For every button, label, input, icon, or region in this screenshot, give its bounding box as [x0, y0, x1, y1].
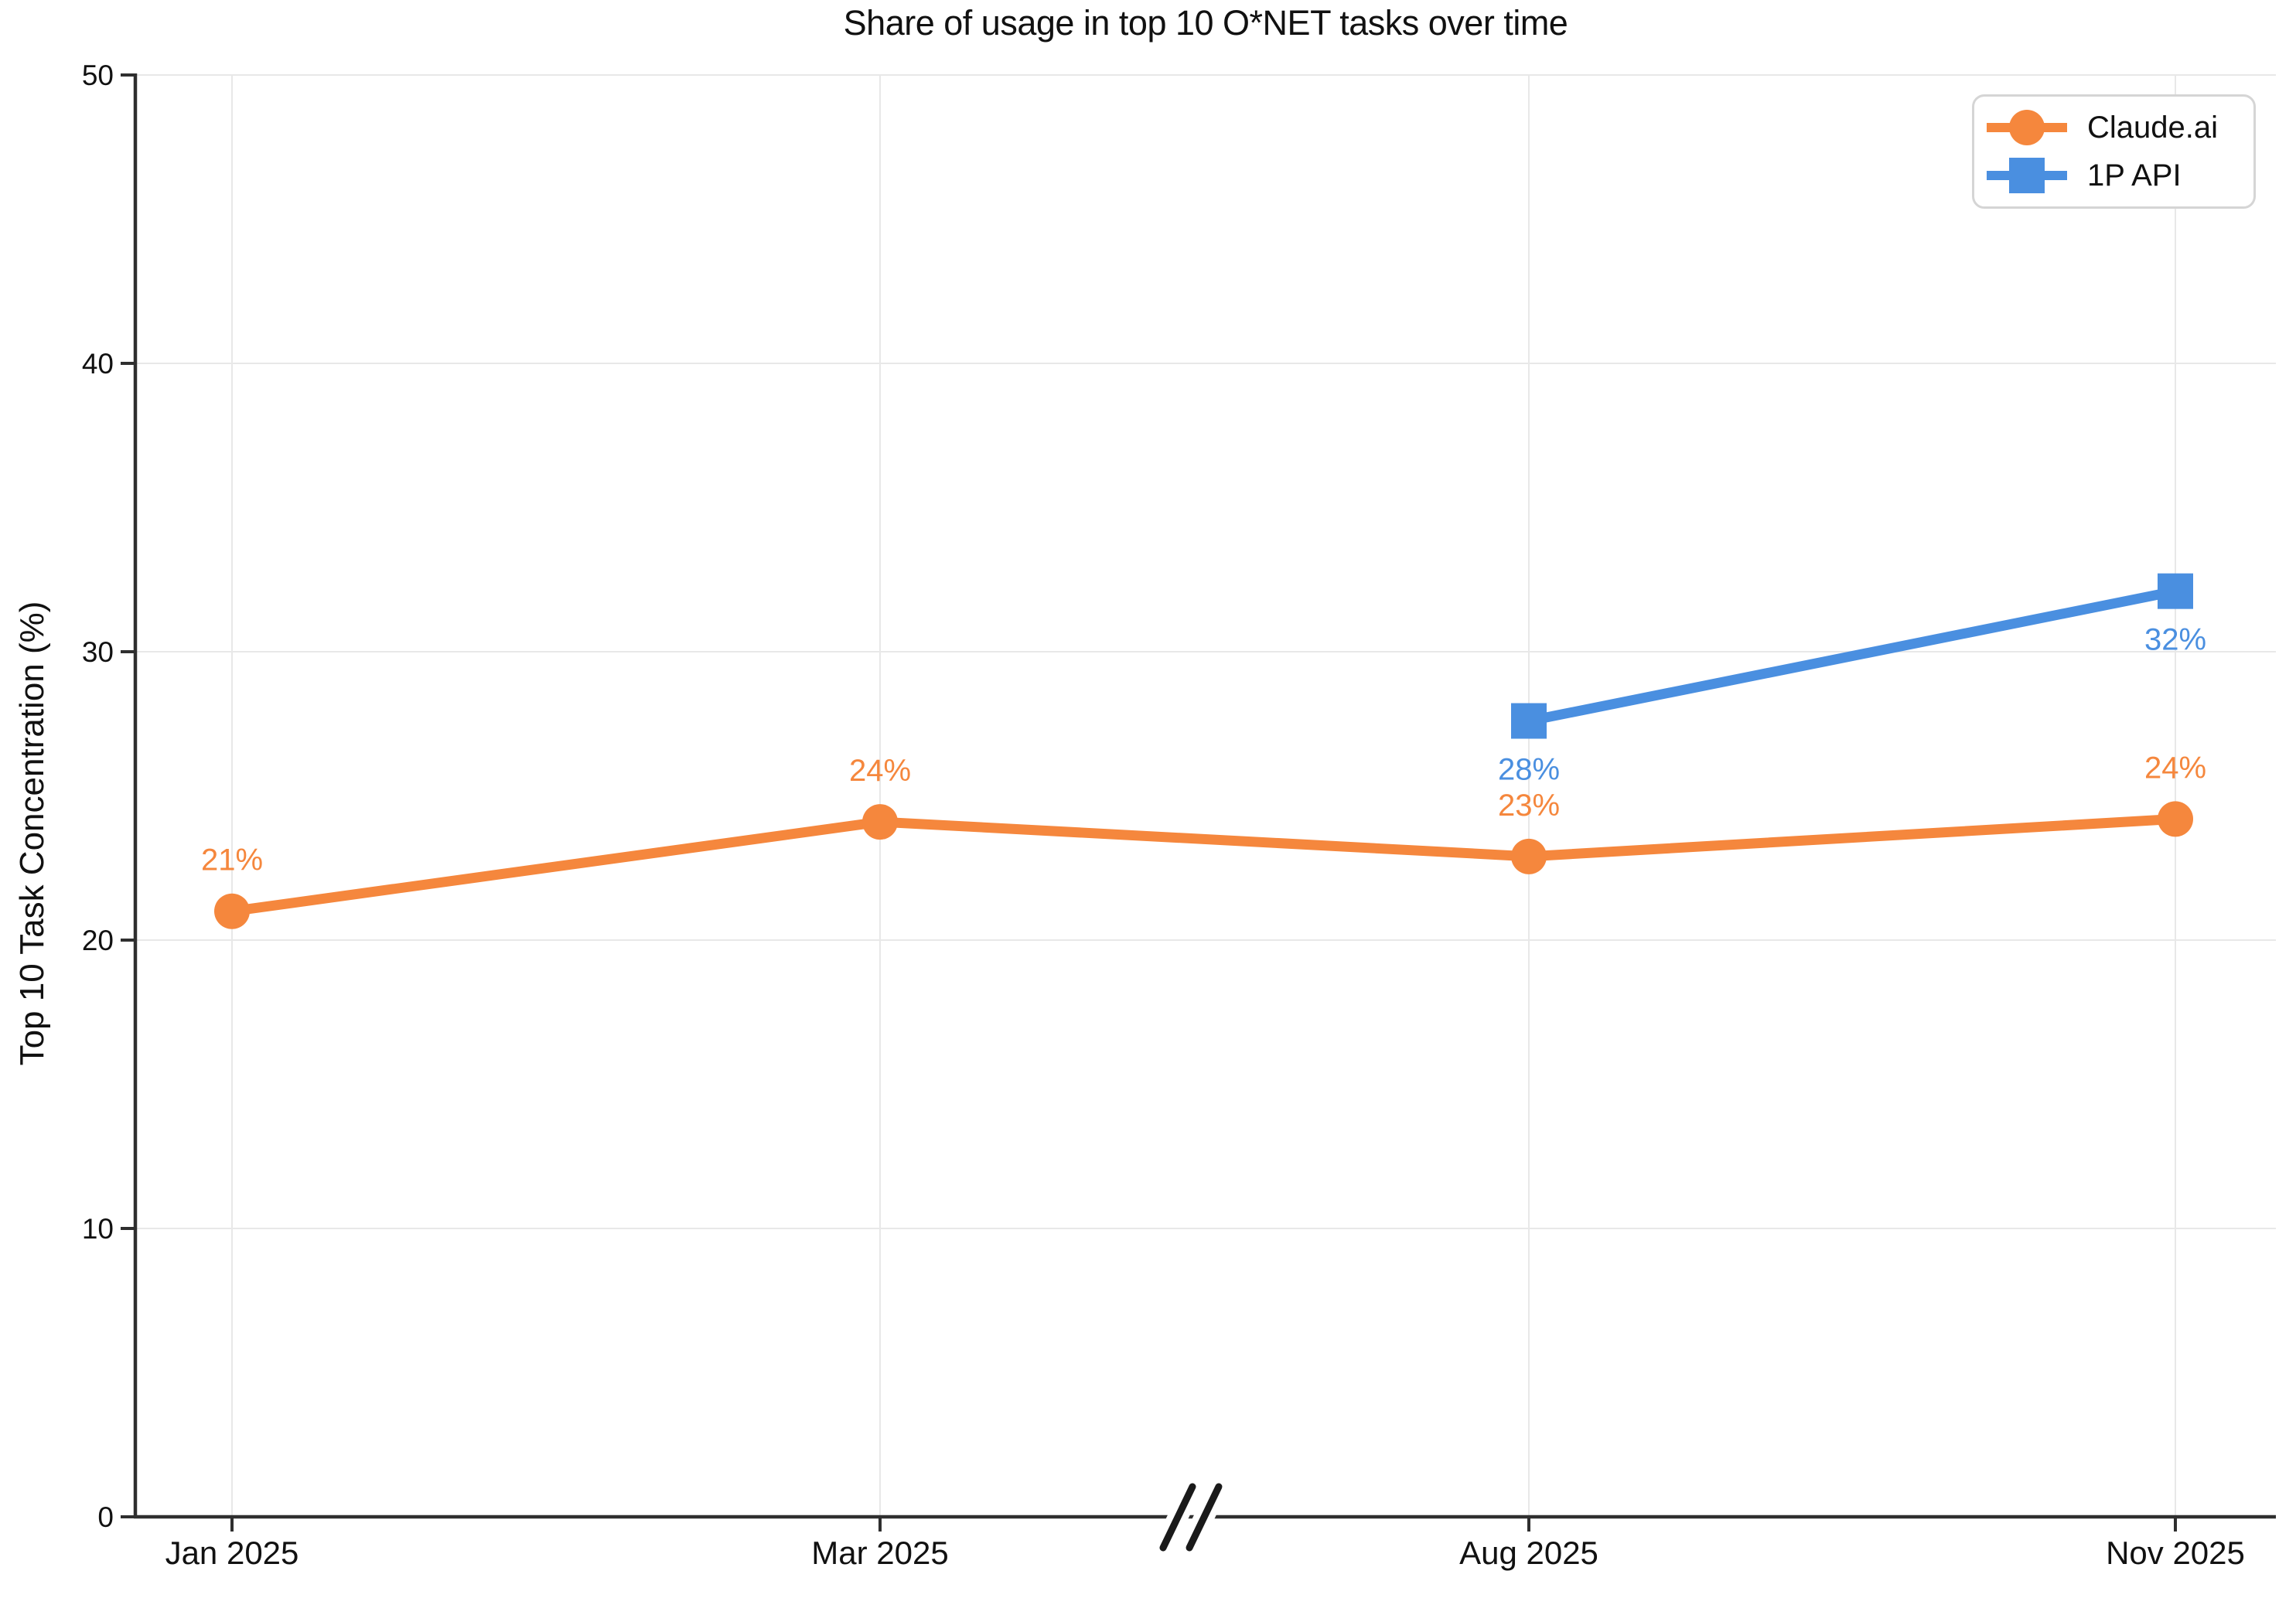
chart-title: Share of usage in top 10 O*NET tasks ove… — [843, 3, 1568, 43]
y-tick-label: 50 — [82, 60, 114, 91]
y-axis-label: Top 10 Task Concentration (%) — [13, 601, 51, 1066]
data-point — [862, 804, 898, 840]
legend-label: 1P API — [2087, 158, 2182, 193]
data-label: 24% — [849, 754, 911, 788]
y-tick-label: 40 — [82, 348, 114, 380]
data-label: 28% — [1498, 753, 1560, 787]
x-tick-label: Jan 2025 — [165, 1535, 299, 1571]
y-tick-label: 10 — [82, 1213, 114, 1245]
y-tick-label: 0 — [97, 1501, 114, 1533]
axis-break-icon — [1159, 1483, 1196, 1552]
data-label: 21% — [201, 843, 263, 877]
x-tick-label: Nov 2025 — [2106, 1535, 2245, 1571]
square-marker-icon — [1987, 158, 2067, 194]
data-point — [2158, 573, 2193, 609]
data-point — [1511, 703, 1547, 739]
legend: Claude.ai 1P API — [1972, 94, 2256, 209]
axis-break-icon — [1186, 1483, 1223, 1552]
data-label: 24% — [2144, 751, 2206, 785]
x-tick-label: Aug 2025 — [1459, 1535, 1598, 1571]
legend-item-1p-api: 1P API — [1987, 158, 2253, 194]
series-line-claude-ai — [231, 813, 2176, 917]
series-line-1p-api — [1527, 586, 2177, 726]
x-tick-label: Mar 2025 — [811, 1535, 948, 1571]
y-tick-label: 20 — [82, 925, 114, 956]
data-label: 23% — [1498, 789, 1560, 823]
legend-item-claude-ai: Claude.ai — [1987, 109, 2253, 145]
data-point — [2158, 801, 2193, 837]
data-label: 32% — [2144, 623, 2206, 657]
data-point — [1511, 838, 1547, 874]
data-point — [214, 893, 250, 929]
legend-label: Claude.ai — [2087, 110, 2219, 145]
circle-marker-icon — [1987, 109, 2067, 145]
y-tick-label: 30 — [82, 636, 114, 668]
